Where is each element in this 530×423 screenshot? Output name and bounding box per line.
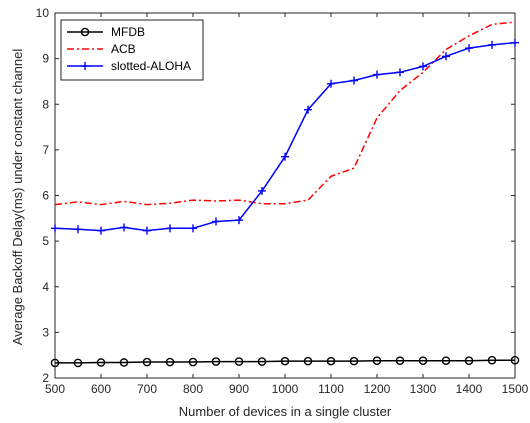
data-point-slotted-aloha	[74, 225, 82, 234]
data-point-slotted-aloha	[212, 217, 220, 226]
data-point-slotted-aloha	[442, 52, 450, 61]
y-tick-label: 7	[42, 143, 49, 157]
data-point-slotted-aloha	[97, 226, 105, 235]
x-tick-label: 1200	[364, 382, 391, 396]
data-point-slotted-aloha	[350, 76, 358, 85]
data-point-mfdb	[487, 355, 497, 365]
series-line-acb	[54, 21, 516, 206]
data-point-mfdb	[510, 355, 520, 365]
data-point-slotted-aloha	[189, 224, 197, 233]
data-point-slotted-aloha	[327, 79, 335, 88]
legend-label-slotted-aloha: slotted-ALOHA	[111, 59, 191, 73]
y-tick-label: 2	[42, 371, 49, 385]
y-axis-label: Average Backoff Delay(ms) under constant…	[10, 49, 25, 346]
y-tick-label: 6	[42, 189, 49, 203]
data-point-mfdb	[280, 356, 290, 366]
x-tick-label: 800	[183, 382, 203, 396]
data-point-slotted-aloha	[258, 186, 266, 195]
data-point-slotted-aloha	[396, 68, 404, 77]
legend-label-acb: ACB	[111, 42, 136, 56]
x-tick-label: 600	[91, 382, 111, 396]
data-point-mfdb	[349, 356, 359, 366]
data-point-slotted-aloha	[281, 152, 289, 161]
data-point-slotted-aloha	[120, 223, 128, 232]
y-tick-label: 5	[42, 234, 49, 248]
data-point-slotted-aloha	[143, 226, 151, 235]
x-axis-label: Number of devices in a single cluster	[179, 404, 392, 419]
data-point-mfdb	[188, 357, 198, 367]
data-point-mfdb	[418, 356, 428, 365]
data-point-slotted-aloha	[304, 105, 312, 114]
data-point-mfdb	[372, 356, 382, 365]
x-tick-label: 500	[45, 382, 65, 396]
data-point-mfdb	[257, 357, 267, 366]
legend-marker-slotted-aloha	[81, 62, 89, 70]
data-point-mfdb	[165, 357, 175, 367]
x-tick-label: 700	[137, 382, 157, 396]
x-tick-label: 1500	[502, 382, 529, 396]
x-tick-label: 900	[229, 382, 249, 396]
data-point-mfdb	[326, 356, 336, 366]
data-point-mfdb	[119, 358, 129, 367]
data-point-mfdb	[234, 357, 244, 366]
data-point-slotted-aloha	[488, 40, 496, 49]
x-tick-label: 1000	[272, 382, 299, 396]
y-tick-label: 3	[42, 325, 49, 339]
data-point-mfdb	[142, 357, 152, 367]
data-point-mfdb	[50, 358, 60, 368]
y-tick-label: 9	[42, 52, 49, 66]
data-point-mfdb	[395, 356, 405, 365]
y-tick-label: 8	[42, 97, 49, 111]
data-point-slotted-aloha	[235, 216, 243, 225]
data-point-mfdb	[73, 358, 83, 368]
data-point-mfdb	[211, 357, 221, 366]
data-point-slotted-aloha	[511, 38, 519, 47]
data-point-mfdb	[464, 356, 474, 365]
legend: MFDB ACB slotted-ALOHA	[60, 19, 204, 81]
y-tick-label: 4	[42, 280, 49, 294]
data-point-slotted-aloha	[419, 62, 427, 71]
data-point-mfdb	[303, 356, 313, 366]
x-tick-label: 1100	[318, 382, 344, 396]
data-point-slotted-aloha	[465, 44, 473, 53]
x-tick-label: 1400	[456, 382, 483, 396]
data-point-slotted-aloha	[166, 224, 174, 233]
data-point-mfdb	[441, 356, 451, 365]
data-point-slotted-aloha	[373, 70, 381, 79]
legend-label-mfdb: MFDB	[111, 25, 145, 39]
series-line-mfdb	[55, 359, 515, 364]
data-point-mfdb	[96, 358, 106, 367]
x-tick-label: 1300	[410, 382, 437, 396]
legend-marker-mfdb	[80, 27, 90, 37]
y-tick-label: 10	[36, 6, 50, 20]
data-point-slotted-aloha	[51, 224, 59, 233]
